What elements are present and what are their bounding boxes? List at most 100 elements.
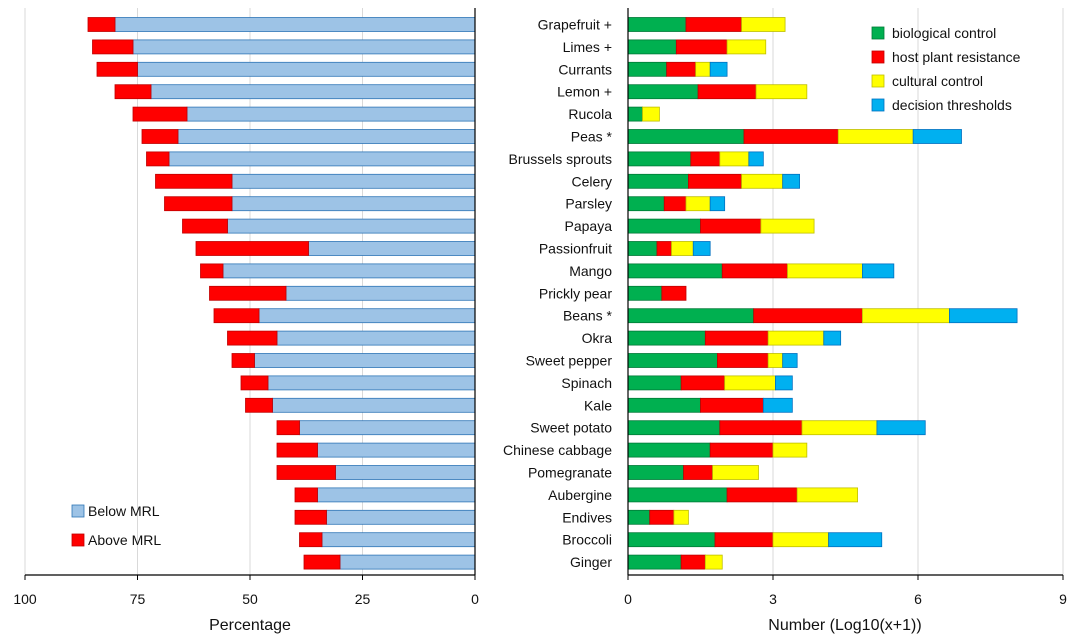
- left-bar-below-mrl: [321, 532, 476, 548]
- left-bar-below-mrl: [299, 420, 476, 436]
- right-legend-label: decision thresholds: [892, 97, 1012, 113]
- right-bar-biological-control: [627, 39, 677, 55]
- category-labels: Grapefruit + Limes + Currants Lemon + Rucola…: [503, 17, 613, 571]
- category-label: Beans *: [563, 308, 613, 324]
- right-bar-decision-thresholds: [823, 330, 842, 346]
- right-bar-cultural-control: [772, 532, 829, 548]
- right-bar-decision-thresholds: [862, 263, 895, 279]
- left-bar-above-mrl: [96, 61, 138, 77]
- right-bar-host-plant-resistance: [704, 330, 769, 346]
- category-label: Broccoli: [562, 532, 612, 548]
- right-bars: [627, 17, 1018, 570]
- right-bar-cultural-control: [772, 442, 808, 458]
- right-bar-cultural-control: [767, 353, 784, 368]
- right-bar-cultural-control: [642, 106, 660, 122]
- right-x-tick-label: 3: [769, 591, 777, 607]
- right-x-tick-label: 9: [1059, 591, 1067, 607]
- right-x-tick-label: 6: [914, 591, 922, 607]
- category-label: Sweet pepper: [526, 353, 613, 369]
- right-bar-biological-control: [627, 487, 728, 503]
- right-bar-decision-thresholds: [782, 353, 798, 368]
- category-label: Aubergine: [548, 487, 612, 503]
- right-bar-host-plant-resistance: [675, 39, 728, 55]
- right-bar-biological-control: [627, 330, 706, 346]
- right-bar-host-plant-resistance: [700, 397, 764, 413]
- right-bar-cultural-control: [801, 420, 878, 436]
- right-bar-biological-control: [627, 554, 682, 570]
- left-legend: Below MRL Above MRL: [71, 503, 161, 548]
- category-label: Limes +: [563, 39, 612, 55]
- left-bar-below-mrl: [132, 39, 476, 55]
- category-label: Papaya: [565, 218, 613, 234]
- right-bar-biological-control: [627, 465, 684, 480]
- left-bar-below-mrl: [222, 263, 476, 279]
- right-bar-cultural-control: [712, 465, 759, 480]
- right-bar-host-plant-resistance: [714, 532, 774, 548]
- left-bar-below-mrl: [326, 509, 476, 525]
- right-bar-biological-control: [627, 442, 711, 458]
- right-bar-decision-thresholds: [692, 241, 711, 256]
- right-bar-cultural-control: [695, 61, 711, 77]
- right-bar-biological-control: [627, 353, 718, 368]
- right-bar-cultural-control: [755, 84, 808, 100]
- right-bar-biological-control: [627, 509, 651, 525]
- right-bar-cultural-control: [719, 151, 750, 167]
- left-bar-above-mrl: [155, 173, 233, 189]
- right-bar-biological-control: [627, 84, 699, 100]
- right-bar-host-plant-resistance: [753, 308, 863, 324]
- left-bar-below-mrl: [335, 465, 476, 480]
- category-label: Endives: [562, 509, 612, 525]
- left-legend-label: Below MRL: [88, 503, 160, 519]
- right-legend-label: cultural control: [892, 73, 983, 89]
- left-bar-below-mrl: [258, 308, 476, 324]
- right-bar-host-plant-resistance: [721, 263, 788, 279]
- right-bar-decision-thresholds: [782, 173, 800, 189]
- right-bar-biological-control: [627, 129, 745, 144]
- category-label: Lemon +: [557, 84, 612, 100]
- right-bar-host-plant-resistance: [680, 554, 706, 570]
- right-bar-host-plant-resistance: [688, 173, 742, 189]
- left-bar-above-mrl: [132, 106, 188, 122]
- right-bar-biological-control: [627, 285, 663, 301]
- left-x-axis: 100 75 50 25 0: [13, 8, 479, 607]
- right-bar-biological-control: [627, 263, 723, 279]
- left-bar-above-mrl: [276, 442, 318, 458]
- right-bar-biological-control: [627, 61, 668, 77]
- left-bar-above-mrl: [209, 285, 287, 301]
- right-bar-host-plant-resistance: [661, 285, 687, 301]
- right-bar-biological-control: [627, 218, 701, 234]
- left-x-tick-label: 0: [471, 591, 479, 607]
- left-bar-above-mrl: [276, 465, 336, 480]
- right-legend-swatch: [871, 74, 885, 88]
- left-bar-below-mrl: [168, 151, 476, 167]
- left-bar-below-mrl: [285, 285, 476, 301]
- left-bar-above-mrl: [294, 509, 327, 525]
- left-x-tick-label: 75: [130, 591, 146, 607]
- right-bar-host-plant-resistance: [685, 17, 742, 32]
- right-bar-cultural-control: [673, 509, 689, 525]
- right-bar-cultural-control: [741, 173, 784, 189]
- left-bars: [87, 17, 476, 570]
- right-bar-decision-thresholds: [876, 420, 926, 436]
- left-bar-above-mrl: [92, 39, 134, 55]
- left-bar-above-mrl: [146, 151, 170, 167]
- left-bar-above-mrl: [245, 397, 273, 413]
- right-bar-host-plant-resistance: [683, 465, 713, 480]
- left-bar-below-mrl: [339, 554, 476, 570]
- right-bar-host-plant-resistance: [717, 353, 769, 368]
- left-legend-swatch: [71, 533, 85, 547]
- right-bar-cultural-control: [741, 17, 786, 32]
- category-label: Sweet potato: [530, 420, 612, 436]
- right-bar-decision-thresholds: [775, 375, 793, 391]
- right-bar-biological-control: [627, 173, 689, 189]
- left-bar-below-mrl: [308, 241, 476, 256]
- right-bar-cultural-control: [862, 308, 950, 324]
- left-bar-above-mrl: [182, 218, 228, 234]
- category-label: Spinach: [561, 375, 612, 391]
- left-x-tick-label: 25: [355, 591, 371, 607]
- right-bar-host-plant-resistance: [697, 84, 757, 100]
- left-bar-above-mrl: [231, 353, 255, 368]
- category-label: Kale: [584, 397, 612, 413]
- right-bar-biological-control: [627, 308, 755, 324]
